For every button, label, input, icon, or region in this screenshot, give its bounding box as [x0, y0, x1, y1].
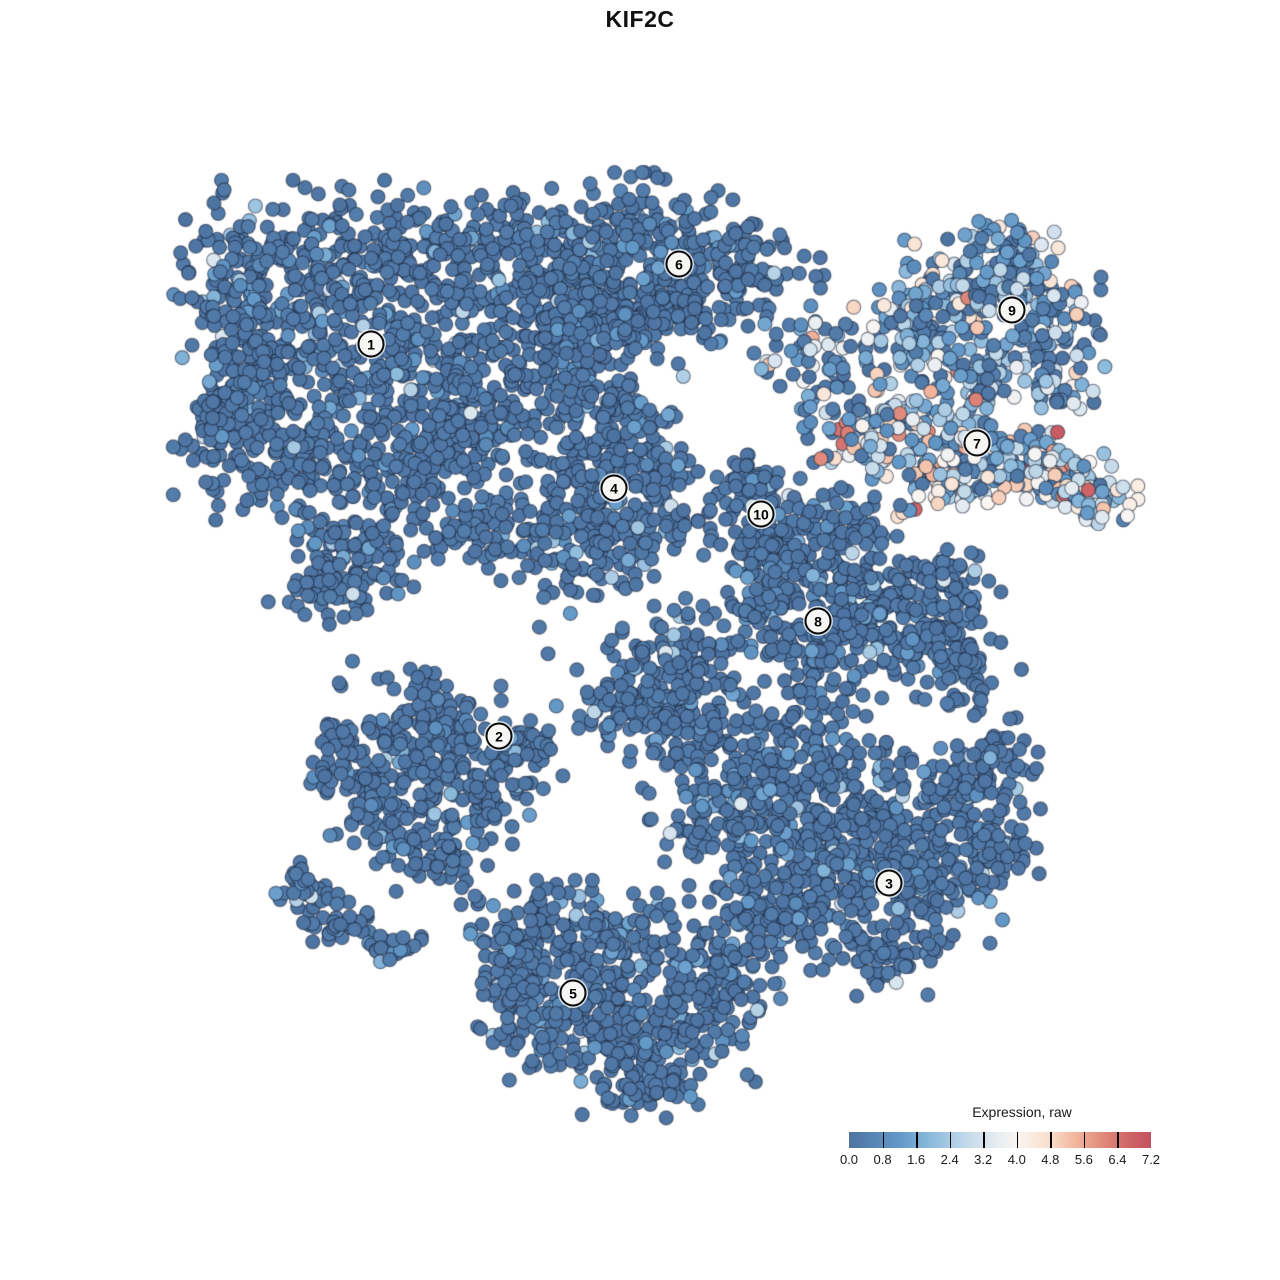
cluster-label-9: 9 — [998, 296, 1026, 324]
cluster-label-10: 10 — [747, 500, 775, 528]
cluster-label-3: 3 — [875, 869, 903, 897]
cluster-label-5: 5 — [559, 979, 587, 1007]
cluster-label-1: 1 — [357, 330, 385, 358]
cluster-label-4: 4 — [600, 474, 628, 502]
cluster-label-7: 7 — [963, 429, 991, 457]
cluster-label-8: 8 — [804, 607, 832, 635]
cluster-label-2: 2 — [485, 722, 513, 750]
chart-title: KIF2C — [605, 6, 675, 32]
cluster-label-6: 6 — [665, 250, 693, 278]
